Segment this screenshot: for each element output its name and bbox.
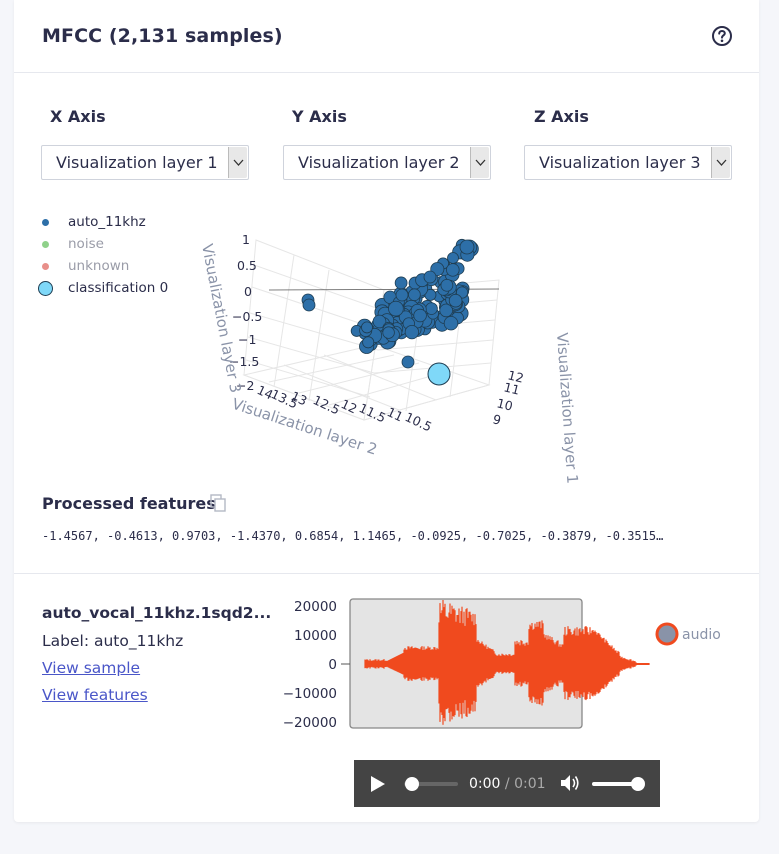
progress-slider[interactable] bbox=[404, 776, 460, 792]
y-tick: 12 bbox=[339, 396, 360, 416]
scatter-point-classification-0 bbox=[427, 362, 451, 386]
divider bbox=[14, 573, 759, 574]
y-tick: 13 bbox=[289, 388, 310, 408]
legend-marker bbox=[42, 241, 49, 248]
view-sample-link[interactable]: View sample bbox=[42, 659, 141, 677]
legend-marker bbox=[42, 219, 49, 226]
time-separator: / bbox=[504, 776, 510, 792]
scatter-point bbox=[394, 276, 408, 290]
help-circle-icon[interactable] bbox=[711, 25, 733, 47]
z-tick: 0 bbox=[244, 284, 252, 299]
scatter-point bbox=[404, 324, 420, 340]
scatter-point bbox=[408, 288, 421, 302]
scatter-points bbox=[301, 238, 479, 386]
waveform-plot[interactable]: 20000 10000 0 −10000 −20000 audio bbox=[279, 592, 749, 734]
scatter-point bbox=[448, 293, 463, 308]
duration: 0:01 bbox=[514, 776, 546, 792]
z-tick: 0.5 bbox=[237, 258, 257, 273]
z-axis-label: Z Axis bbox=[534, 107, 589, 126]
x-axis-select[interactable]: Visualization layer 1 bbox=[41, 145, 249, 180]
processed-features-values: -1.4567, -0.4613, 0.9703, -1.4370, 0.685… bbox=[42, 529, 664, 543]
waveform-y-tick: −20000 bbox=[283, 715, 337, 731]
scatter-point bbox=[425, 302, 438, 315]
x-tick: 10 bbox=[495, 395, 514, 413]
scatter-point bbox=[439, 303, 454, 318]
waveform-y-tick: −10000 bbox=[283, 686, 337, 702]
sample-label: Label: auto_11khz bbox=[42, 632, 184, 650]
page-title: MFCC (2,131 samples) bbox=[42, 25, 283, 47]
volume-slider[interactable] bbox=[592, 776, 648, 792]
scatter-point bbox=[362, 336, 375, 349]
waveform-legend-label: audio bbox=[682, 627, 721, 643]
scatter-point bbox=[423, 270, 437, 284]
x-tick: 9 bbox=[491, 411, 502, 427]
y-axis-select-value: Visualization layer 2 bbox=[298, 153, 460, 172]
x-tick: 12 bbox=[506, 367, 525, 385]
scatter-point bbox=[440, 278, 454, 292]
chevron-down-icon[interactable] bbox=[711, 147, 730, 178]
y-tick: 10.5 bbox=[403, 409, 435, 434]
scatter-point bbox=[459, 239, 475, 255]
x-axis-title: Visualization layer 1 bbox=[553, 332, 582, 484]
z-axis-select[interactable]: Visualization layer 3 bbox=[524, 145, 732, 180]
scatter-point bbox=[413, 308, 427, 323]
x-axis-label: X Axis bbox=[50, 107, 106, 126]
legend-label: noise bbox=[68, 236, 104, 252]
scatter-point bbox=[361, 321, 373, 334]
scatter-point bbox=[447, 252, 459, 264]
z-tick: −0.5 bbox=[232, 309, 262, 324]
chevron-down-icon[interactable] bbox=[470, 147, 489, 178]
audio-player: 0:00 / 0:01 bbox=[354, 760, 660, 807]
scatter-point bbox=[372, 314, 387, 329]
waveform-y-tick: 10000 bbox=[294, 628, 337, 644]
z-tick: 1 bbox=[242, 232, 250, 247]
y-tick: 11 bbox=[385, 404, 406, 424]
waveform-y-tick: 20000 bbox=[294, 599, 337, 615]
legend-label: unknown bbox=[68, 258, 130, 274]
y-axis-label: Y Axis bbox=[292, 107, 347, 126]
y-axis-select[interactable]: Visualization layer 2 bbox=[283, 145, 491, 180]
scatter-3d-plot[interactable]: 1 0.5 0 −0.5 −1 −1.5 −2 14 13.5 13 12.5 … bbox=[174, 225, 584, 485]
scatter-point bbox=[401, 355, 415, 369]
scatter-point bbox=[388, 300, 404, 317]
legend-label: classification 0 bbox=[68, 280, 169, 296]
player-time: 0:00 / 0:01 bbox=[469, 776, 546, 792]
scatter-point bbox=[302, 298, 316, 312]
y-tick: 12.5 bbox=[311, 392, 343, 417]
z-tick: −2 bbox=[236, 378, 254, 393]
processed-features-title: Processed features bbox=[42, 494, 216, 513]
volume-icon[interactable] bbox=[560, 774, 580, 792]
legend-marker bbox=[38, 281, 53, 296]
chevron-down-icon[interactable] bbox=[228, 147, 247, 178]
waveform-signal bbox=[364, 600, 650, 725]
waveform-y-tick: 0 bbox=[328, 657, 337, 673]
view-features-link[interactable]: View features bbox=[42, 686, 148, 704]
scatter-point bbox=[395, 288, 409, 302]
scatter-point bbox=[446, 263, 460, 277]
current-time: 0:00 bbox=[469, 776, 501, 792]
waveform-legend-marker[interactable] bbox=[655, 622, 679, 646]
copy-icon[interactable] bbox=[210, 494, 226, 512]
legend-label: auto_11khz bbox=[68, 214, 146, 230]
z-tick: −1.5 bbox=[229, 354, 259, 369]
sample-name: auto_vocal_11khz.1sqd2... bbox=[42, 604, 272, 622]
z-tick: −1 bbox=[238, 332, 256, 347]
scatter-point bbox=[382, 326, 395, 339]
x-axis-select-value: Visualization layer 1 bbox=[56, 153, 218, 172]
legend-marker bbox=[42, 263, 49, 270]
scatter-point bbox=[443, 315, 459, 331]
z-axis-select-value: Visualization layer 3 bbox=[539, 153, 701, 172]
mfcc-card: MFCC (2,131 samples) X Axis Y Axis Z Axi… bbox=[14, 0, 759, 822]
x-tick: 11 bbox=[502, 379, 521, 397]
card-header: MFCC (2,131 samples) bbox=[14, 0, 759, 73]
y-tick: 14 bbox=[255, 382, 276, 402]
play-icon[interactable] bbox=[370, 775, 386, 793]
